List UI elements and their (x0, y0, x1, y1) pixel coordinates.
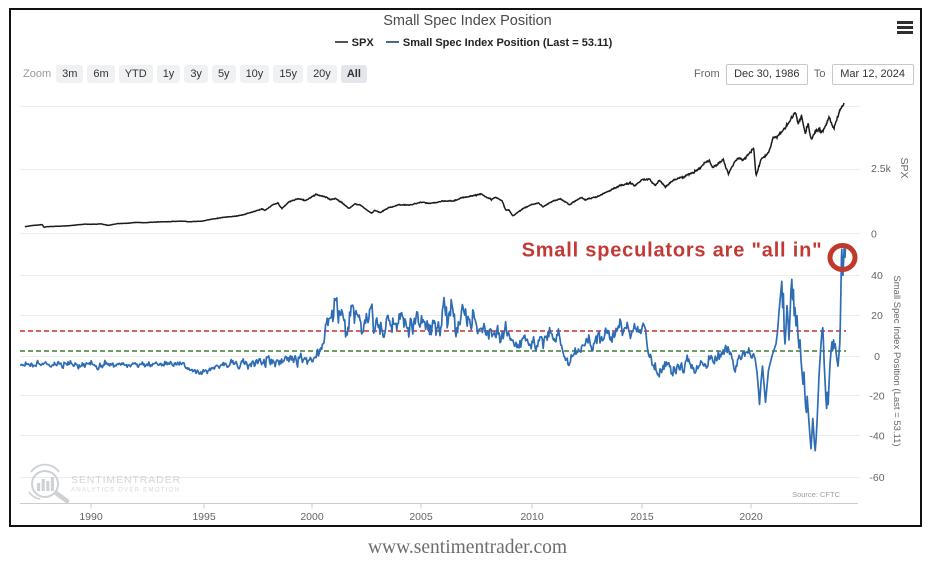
svg-text:20: 20 (871, 310, 883, 322)
svg-text:ANALYTICS OVER EMOTION: ANALYTICS OVER EMOTION (71, 487, 180, 494)
svg-text:1990: 1990 (79, 511, 103, 523)
svg-text:SPX: SPX (898, 157, 910, 178)
svg-text:2015: 2015 (630, 511, 654, 523)
svg-text:Small speculators are "all in": Small speculators are "all in" (522, 240, 823, 262)
svg-text:2010: 2010 (520, 511, 544, 523)
svg-text:40: 40 (871, 270, 883, 282)
svg-text:SENTIMENTRADER: SENTIMENTRADER (71, 474, 181, 486)
svg-text:-60: -60 (869, 472, 884, 484)
svg-text:0: 0 (874, 351, 880, 363)
svg-text:Source: CFTC: Source: CFTC (792, 490, 841, 499)
svg-text:2000: 2000 (300, 511, 324, 523)
svg-text:-20: -20 (869, 391, 884, 403)
svg-text:2005: 2005 (409, 511, 433, 523)
svg-text:0: 0 (871, 229, 877, 241)
svg-text:1995: 1995 (192, 511, 216, 523)
svg-text:-40: -40 (869, 431, 884, 443)
svg-text:2020: 2020 (739, 511, 763, 523)
svg-text:Small Spec Index Position (Las: Small Spec Index Position (Last = 53.11) (891, 275, 902, 446)
svg-text:2.5k: 2.5k (871, 163, 892, 175)
